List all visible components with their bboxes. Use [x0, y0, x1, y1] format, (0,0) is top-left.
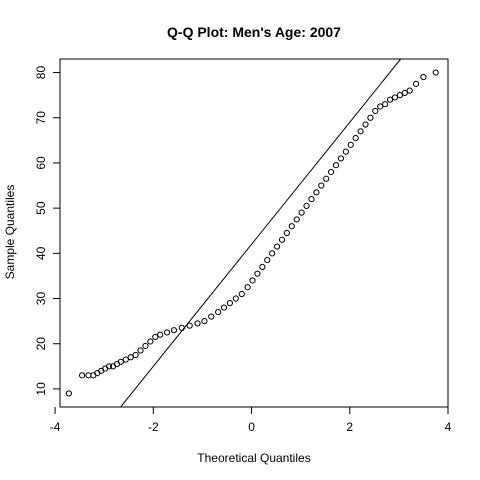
- data-point: [215, 308, 222, 316]
- data-point: [208, 313, 215, 320]
- data-point: [432, 69, 439, 76]
- data-point: [278, 236, 286, 243]
- data-point: [132, 351, 139, 359]
- data-point: [201, 318, 208, 325]
- y-tick-label: 50: [34, 201, 48, 215]
- data-point: [332, 162, 340, 169]
- chart-title: Q-Q Plot: Men's Age: 2007: [167, 24, 341, 40]
- data-point: [288, 223, 295, 230]
- data-point: [337, 155, 345, 162]
- plot-frame: [59, 58, 449, 408]
- y-tick-label: 20: [34, 337, 48, 351]
- x-tick-label: -4: [50, 420, 61, 434]
- x-tick-label: 2: [346, 420, 353, 434]
- data-points: [65, 69, 439, 397]
- data-point: [232, 295, 239, 302]
- y-tick-label: 70: [34, 111, 48, 125]
- data-point: [303, 202, 310, 209]
- y-tick-label: 80: [34, 66, 48, 80]
- data-point: [137, 347, 144, 354]
- data-point: [372, 107, 379, 115]
- data-point: [122, 356, 129, 363]
- data-point: [318, 182, 325, 189]
- data-point: [178, 324, 185, 332]
- data-point: [328, 168, 335, 176]
- data-point: [377, 103, 384, 110]
- data-point: [357, 128, 364, 135]
- data-point: [283, 229, 291, 237]
- data-point: [254, 270, 261, 277]
- data-point: [323, 175, 330, 182]
- data-point: [157, 331, 164, 338]
- y-tick-label: 60: [34, 156, 48, 170]
- data-point: [249, 277, 256, 284]
- reference-line: [120, 58, 402, 408]
- data-point: [226, 299, 234, 307]
- data-point: [186, 322, 193, 329]
- data-point: [308, 196, 315, 203]
- y-axis-label: Sample Quantiles: [3, 185, 17, 280]
- data-point: [170, 327, 178, 334]
- data-point: [362, 121, 369, 128]
- data-point: [396, 92, 403, 99]
- data-point: [386, 96, 394, 103]
- y-tick-label: 10: [34, 382, 48, 396]
- data-point: [293, 216, 300, 223]
- data-point: [313, 189, 320, 196]
- data-point: [264, 257, 271, 264]
- data-point: [391, 94, 399, 101]
- data-point: [367, 114, 374, 121]
- data-point: [406, 87, 413, 94]
- data-point: [152, 333, 159, 341]
- x-axis-label: Theoretical Quantiles: [197, 451, 310, 465]
- data-point: [259, 263, 266, 270]
- data-point: [65, 390, 72, 397]
- data-point: [352, 134, 359, 142]
- data-point: [420, 73, 427, 81]
- data-point: [163, 329, 171, 336]
- data-point: [238, 290, 245, 298]
- data-point: [269, 250, 276, 257]
- data-point: [147, 338, 154, 345]
- reference-line-group: [120, 58, 402, 408]
- y-tick-label: 30: [34, 292, 48, 306]
- data-point: [127, 354, 134, 361]
- data-point: [142, 342, 149, 350]
- data-point: [273, 243, 281, 250]
- data-point: [298, 209, 305, 216]
- data-point: [106, 363, 113, 370]
- data-point: [244, 284, 251, 291]
- x-tick-label: 0: [248, 420, 255, 434]
- data-point: [382, 101, 389, 108]
- data-point: [79, 372, 86, 379]
- data-point: [412, 80, 420, 87]
- x-tick-label: -2: [148, 420, 159, 434]
- y-tick-label: 40: [34, 246, 48, 260]
- data-point: [342, 148, 349, 155]
- data-point: [347, 141, 354, 148]
- data-point: [401, 89, 408, 96]
- data-point: [220, 304, 228, 311]
- x-tick-label: 4: [445, 420, 452, 434]
- data-point: [117, 358, 125, 365]
- data-point: [194, 320, 201, 327]
- axis-ticks: -4 -2 0 2 4 10 20 30 40 50 60 70 80: [34, 66, 452, 434]
